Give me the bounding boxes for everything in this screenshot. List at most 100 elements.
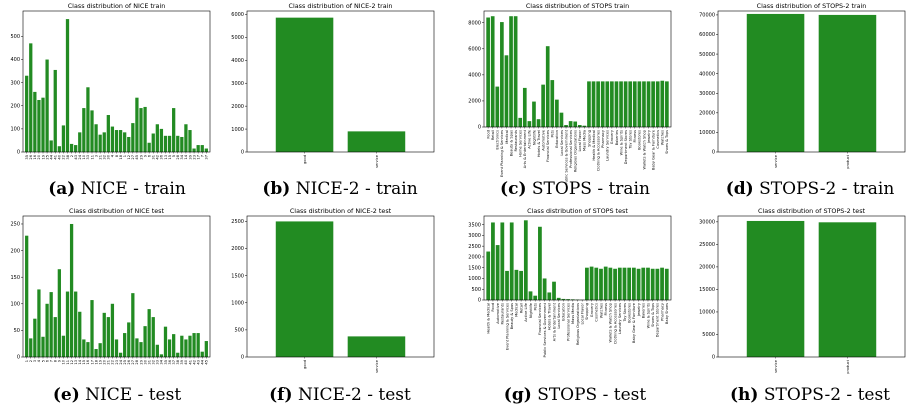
caption-label: (b): [262, 179, 290, 199]
x-tick-label: Bakeries: [642, 303, 646, 319]
y-tick-label: 2500: [468, 244, 481, 250]
bar: [495, 245, 500, 300]
y-tick-label: 1000: [468, 276, 481, 282]
bar: [491, 222, 495, 300]
x-tick-label: 42: [156, 155, 160, 160]
x-tick-label: 35: [164, 360, 168, 365]
x-tick-label: Public Services & Government: [543, 302, 547, 357]
bar: [61, 125, 66, 152]
x-tick-label: Arts & Entertainment: [523, 129, 527, 168]
x-tick-label: Baby Gear & Furniture: [632, 302, 636, 343]
x-tick-label: 29: [139, 359, 143, 364]
bar: [139, 108, 143, 152]
chart-panel-c: Class distribution of STOPS train 0 2000 40…: [468, 2, 672, 199]
bar: [532, 101, 536, 127]
bar: [78, 132, 82, 152]
bar: [167, 339, 172, 357]
bar: [53, 69, 57, 152]
x-tick-label: 12: [127, 155, 131, 160]
x-tick-label: Medical: [515, 303, 519, 317]
bar: [547, 292, 552, 300]
y-tick-label: 20000: [699, 111, 715, 117]
bar: [664, 268, 669, 300]
caption-label: (f): [269, 385, 292, 405]
x-tick-label: 30: [143, 359, 147, 364]
bar: [490, 16, 495, 127]
y-tick-label: 30000: [699, 220, 715, 226]
x-tick-label: 13: [164, 155, 168, 160]
x-tick-label: 14: [78, 359, 82, 364]
bar: [556, 297, 561, 300]
bar: [180, 335, 184, 357]
x-tick-label: Local Services: [557, 303, 561, 329]
bar: [486, 17, 490, 127]
x-tick-label: Hotels & Travel: [537, 130, 541, 157]
x-tick-label: Food: [491, 303, 495, 312]
bar: [49, 292, 53, 357]
x-tick-label: 30: [107, 154, 111, 159]
y-tick-label: 15000: [699, 287, 715, 293]
caption-text: NICE - test: [85, 385, 181, 405]
bar: [646, 81, 651, 127]
bar: [523, 220, 528, 300]
bar: [102, 312, 106, 357]
bar: [200, 351, 204, 357]
chart-title: Class distribution of STOPS train: [526, 2, 629, 10]
bar: [188, 335, 192, 357]
x-tick-label: 4: [111, 154, 115, 157]
bar: [127, 322, 131, 357]
bar: [90, 300, 94, 357]
x-tick-label: Pets: [534, 303, 538, 311]
x-tick-label: Mass Media: [583, 130, 587, 151]
x-tick-label: 19: [98, 359, 102, 364]
bar: [188, 130, 192, 152]
bar: [123, 132, 127, 152]
x-tick-label: Fitness: [604, 303, 608, 316]
x-tick-label: 36: [168, 359, 172, 364]
x-tick-label: 6: [45, 359, 49, 362]
x-tick-label: Automotive: [541, 129, 545, 151]
bar: [347, 131, 406, 152]
x-tick-label: 15: [82, 360, 86, 365]
bar: [347, 336, 406, 357]
x-tick-label: Wine & Spirits: [619, 130, 623, 155]
subfigure-caption: (d) STOPS-2 - train: [726, 179, 895, 199]
x-tick-label: Baby Gear & Furniture: [651, 129, 655, 170]
x-tick-label: Shoes & Tops: [665, 130, 669, 154]
caption-text: NICE-2 - train: [296, 179, 418, 199]
x-tick-label: 31: [147, 360, 151, 365]
x-tick-label: Wine & Spirits: [646, 303, 650, 328]
bar: [139, 342, 143, 357]
axes-frame: [717, 215, 906, 358]
bar: [114, 339, 119, 357]
x-tick-label: Home Services: [519, 130, 523, 157]
bar: [564, 125, 568, 127]
bar: [196, 333, 200, 357]
bar: [131, 123, 135, 152]
x-tick-label: 2: [29, 360, 33, 362]
y-tick-label: 500: [471, 287, 481, 293]
bar: [41, 97, 45, 152]
x-tick-label: Pets: [551, 130, 555, 138]
bar: [172, 108, 176, 152]
bar: [599, 268, 603, 300]
chart-panel-a: Class distribution of NICE train 0 100 200 3…: [10, 2, 211, 199]
bar: [514, 269, 519, 300]
x-tick-label: Department Stores: [656, 303, 660, 337]
bar: [275, 221, 334, 357]
x-tick-label: 2: [70, 155, 74, 157]
x-tick-label: Toy Stores: [623, 303, 627, 323]
x-tick-label: Public Services & Government: [564, 129, 568, 184]
x-tick-label: 9: [58, 359, 62, 362]
bar: [127, 136, 131, 152]
x-tick-label: 44: [201, 359, 205, 364]
x-tick-label: service: [375, 154, 379, 168]
bar: [500, 222, 505, 300]
bar: [486, 251, 491, 300]
bar: [57, 146, 61, 152]
x-tick-label: 5: [41, 360, 45, 362]
x-tick-label: 39: [188, 154, 192, 159]
bar: [533, 295, 538, 300]
bar: [594, 267, 599, 300]
